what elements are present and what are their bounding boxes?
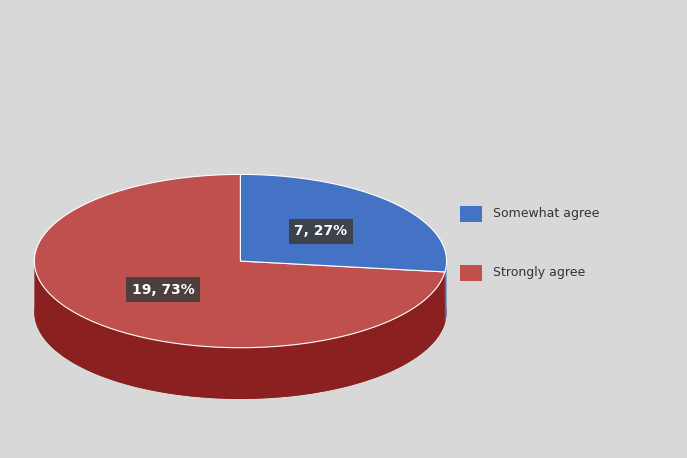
Polygon shape <box>240 174 447 272</box>
Polygon shape <box>445 261 447 323</box>
Text: Strongly agree: Strongly agree <box>493 267 585 279</box>
Text: 7, 27%: 7, 27% <box>294 224 348 238</box>
Polygon shape <box>34 261 445 399</box>
Text: 19, 73%: 19, 73% <box>132 283 194 297</box>
Bar <box>460 265 482 281</box>
Polygon shape <box>34 174 445 348</box>
Ellipse shape <box>34 226 447 399</box>
Text: Somewhat agree: Somewhat agree <box>493 207 599 220</box>
Bar <box>460 206 482 222</box>
